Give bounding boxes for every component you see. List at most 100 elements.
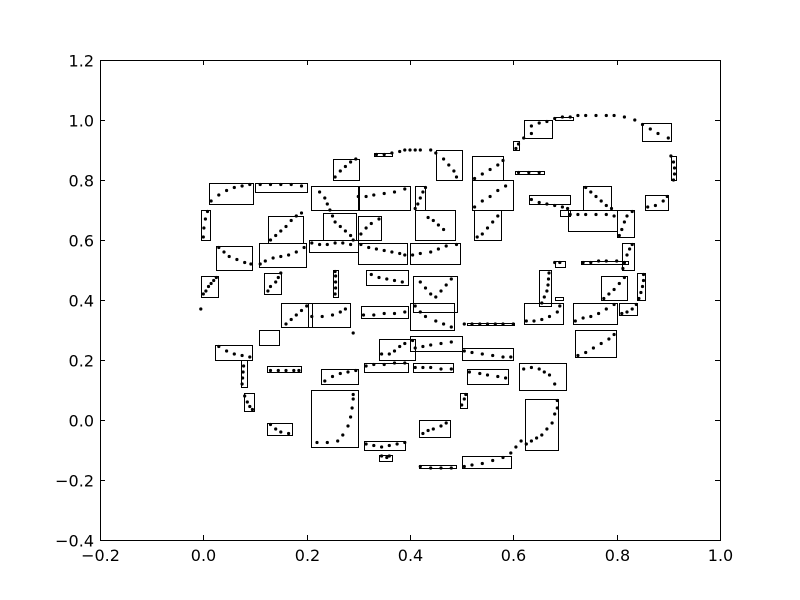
data-point-2 (217, 193, 221, 197)
data-point-216 (380, 454, 384, 458)
data-point-248 (511, 322, 515, 326)
data-point-63 (248, 404, 252, 409)
data-point-12 (201, 235, 205, 239)
bounding-box-49 (472, 180, 514, 211)
data-point-172 (423, 286, 428, 290)
data-point-381 (622, 260, 627, 265)
data-point-386 (620, 227, 624, 232)
data-point-333 (547, 314, 552, 319)
data-point-3 (225, 188, 229, 193)
data-point-252 (491, 458, 495, 463)
data-point-327 (547, 271, 551, 275)
bounding-box-47 (462, 456, 512, 469)
data-point-249 (462, 464, 466, 469)
bounding-box-14 (267, 423, 293, 436)
data-point-194 (411, 338, 415, 343)
bounding-box-70 (617, 210, 635, 238)
data-point-204 (403, 361, 407, 365)
data-point-171 (418, 280, 422, 284)
data-point-302 (529, 365, 534, 370)
bounding-box-67 (619, 303, 638, 316)
data-point-22 (268, 238, 273, 242)
data-point-218 (387, 454, 391, 458)
data-point-240 (496, 374, 500, 379)
data-point-6 (248, 182, 252, 187)
data-point-177 (449, 277, 453, 281)
y-tick-label-6: 0.8 (69, 172, 94, 191)
bounding-box-56 (525, 399, 559, 451)
data-point-111 (315, 440, 319, 445)
data-point-20 (243, 260, 247, 265)
data-point-227 (449, 466, 453, 470)
data-point-385 (617, 233, 621, 238)
data-point-355 (576, 212, 580, 217)
bounding-box-38 (413, 363, 454, 373)
bounding-box-36 (410, 336, 463, 352)
data-point-21 (249, 262, 253, 266)
data-point-174 (434, 295, 438, 299)
data-point-10 (289, 182, 293, 187)
x-tick-label-2: 0.2 (295, 546, 320, 565)
bounding-box-20 (308, 303, 351, 328)
data-point-315 (555, 398, 559, 403)
bounding-box-22 (311, 390, 359, 448)
data-point-61 (243, 394, 247, 398)
data-point-160 (411, 253, 415, 257)
data-point-132 (382, 191, 386, 196)
data-point-9 (279, 182, 283, 187)
data-point-220 (426, 428, 430, 433)
data-point-354 (568, 212, 572, 217)
data-point-391 (653, 203, 658, 208)
data-point-90 (318, 242, 322, 247)
data-point-375 (637, 296, 641, 301)
data-point-379 (641, 272, 646, 277)
data-point-123 (398, 149, 402, 154)
data-point-389 (630, 209, 634, 214)
data-point-51 (305, 304, 309, 308)
data-point-169 (392, 278, 397, 283)
data-point-209 (449, 367, 453, 371)
data-point-380 (621, 266, 625, 271)
data-point-196 (421, 344, 425, 349)
data-point-38 (206, 284, 211, 289)
data-point-349 (589, 190, 593, 194)
data-point-325 (546, 283, 550, 287)
data-point-17 (222, 250, 226, 254)
data-point-376 (639, 290, 643, 295)
data-point-151 (434, 151, 438, 155)
data-point-30 (263, 259, 267, 263)
bounding-box-64 (568, 210, 618, 232)
data-point-72 (279, 430, 283, 434)
data-point-317 (537, 200, 541, 205)
data-point-272 (514, 146, 518, 151)
data-point-75 (338, 169, 342, 173)
data-point-55 (240, 353, 244, 358)
data-point-128 (429, 148, 433, 152)
data-point-186 (434, 319, 438, 323)
data-point-212 (380, 445, 384, 449)
data-point-304 (542, 370, 546, 374)
data-point-52 (217, 344, 221, 349)
data-point-122 (390, 151, 394, 155)
data-point-140 (367, 245, 371, 250)
bounding-box-13 (267, 366, 302, 373)
data-point-335 (558, 304, 562, 308)
data-point-189 (380, 352, 384, 356)
data-point-286 (584, 113, 588, 118)
data-point-255 (514, 445, 518, 449)
bounding-box-6 (201, 276, 219, 298)
data-point-244 (478, 322, 482, 326)
bounding-box-61 (573, 303, 618, 325)
data-point-350 (594, 194, 598, 199)
data-point-91 (325, 242, 329, 247)
data-point-356 (584, 212, 588, 217)
data-point-119 (351, 392, 355, 397)
data-point-279 (529, 124, 534, 128)
data-point-125 (408, 148, 412, 152)
bounding-box-15 (333, 159, 360, 181)
data-point-306 (553, 382, 557, 386)
data-point-126 (413, 148, 417, 152)
data-point-87 (349, 233, 353, 238)
data-point-139 (359, 242, 363, 247)
data-point-19 (235, 257, 239, 262)
